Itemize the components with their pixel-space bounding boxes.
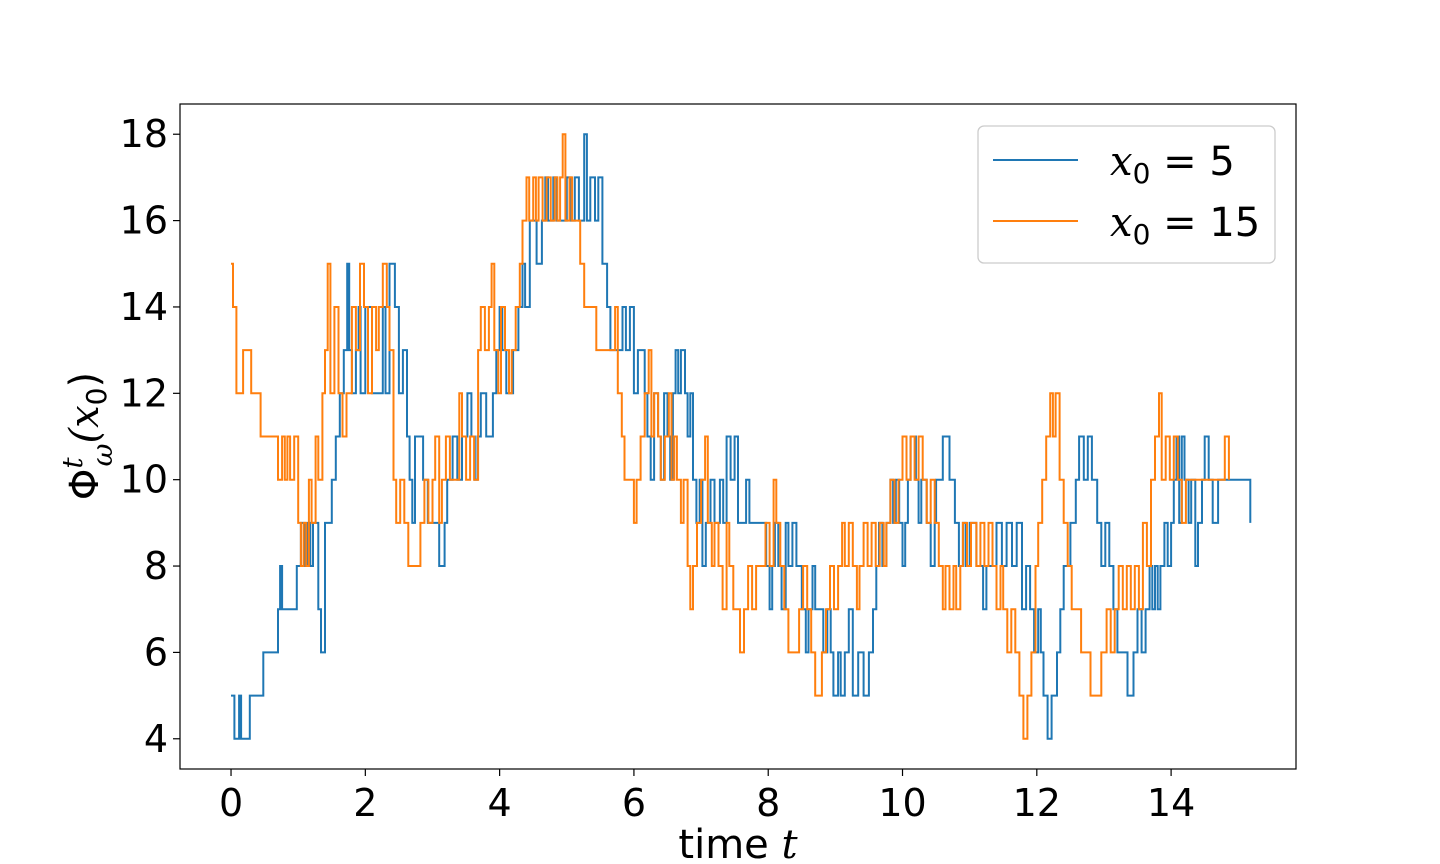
- y-tick-label: 4: [144, 717, 168, 761]
- y-tick-label: 18: [120, 112, 168, 156]
- y-tick-label: 12: [120, 371, 168, 415]
- x-tick-label: 2: [353, 781, 377, 825]
- x-tick-label: 10: [878, 781, 926, 825]
- x-tick-label: 0: [219, 781, 243, 825]
- x-tick-label: 14: [1147, 781, 1195, 825]
- legend-label-x0-15: x0 = 15: [1110, 200, 1260, 251]
- y-tick-label: 10: [120, 458, 168, 502]
- svg-text:Φtω(x0): Φtω(x0): [56, 372, 119, 500]
- series-line-1: [231, 133, 1230, 740]
- legend: x0 = 5 x0 = 15: [977, 125, 1276, 264]
- y-tick-label: 14: [120, 285, 168, 329]
- x-tick-label: 12: [1013, 781, 1061, 825]
- y-tick-label: 16: [120, 199, 168, 243]
- series-line-0: [231, 133, 1252, 740]
- y-axis-label: Φtω(x0): [56, 372, 119, 500]
- series-layer: [231, 133, 1252, 740]
- x-tick-label: 4: [488, 781, 512, 825]
- x-tick-label: 8: [756, 781, 780, 825]
- y-tick-label: 8: [144, 544, 168, 588]
- x-axis-label: time t: [678, 822, 798, 864]
- legend-label-x0-5: x0 = 5: [1110, 139, 1235, 190]
- x-axis-ticks: 0 2 4 6 8 10 12 14: [219, 769, 1195, 825]
- x-tick-label: 6: [622, 781, 646, 825]
- y-axis-ticks: 4 6 8 10 12 14 16 18: [120, 112, 180, 761]
- y-tick-label: 6: [144, 630, 168, 674]
